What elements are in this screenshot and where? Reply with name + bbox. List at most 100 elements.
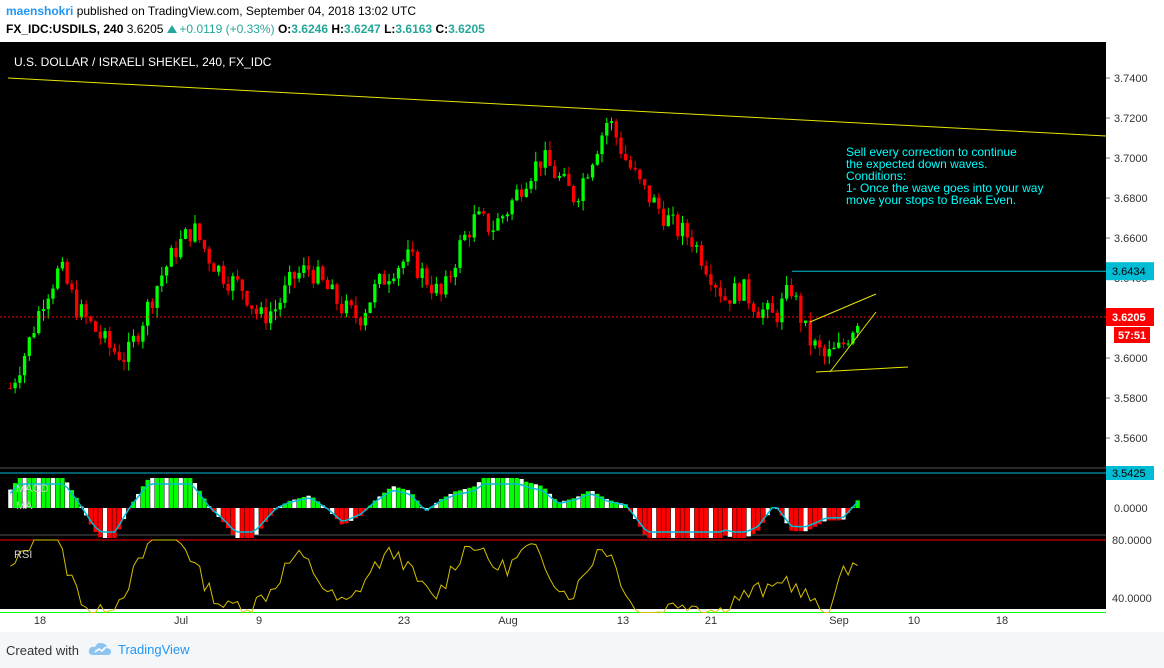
price-tick-label: 3.5800 xyxy=(1114,393,1148,405)
chart-title: U.S. DOLLAR / ISRAELI SHEKEL, 240, FX_ID… xyxy=(14,55,272,69)
candle-body xyxy=(108,331,112,348)
macd-bar xyxy=(841,508,846,520)
macd-bar xyxy=(836,508,841,521)
macd-bar xyxy=(178,478,183,508)
last-price-label: 3.6205 xyxy=(1112,312,1146,324)
annotation-text: Sell every correction to continue the ex… xyxy=(846,145,1043,207)
tradingview-link[interactable]: TradingView xyxy=(88,641,190,657)
macd-bar xyxy=(855,500,860,508)
price-tick-label: 3.7200 xyxy=(1114,113,1148,125)
published-text: published on TradingView.com, September … xyxy=(73,4,417,18)
candle-body xyxy=(93,321,98,332)
price-tick-label: 3.5600 xyxy=(1114,433,1148,445)
macd-bar xyxy=(287,500,292,508)
candle-body xyxy=(22,355,27,376)
macd-bar xyxy=(505,478,510,508)
candle-body xyxy=(240,279,244,291)
macd-bar xyxy=(121,508,127,520)
candle-body xyxy=(837,342,841,348)
macd-bar xyxy=(661,508,666,538)
macd-bar xyxy=(651,508,657,538)
candle-body xyxy=(496,218,500,231)
candle-body xyxy=(283,285,287,303)
candle-body xyxy=(368,302,372,313)
candle-body xyxy=(761,309,765,318)
macd-bar xyxy=(760,508,766,523)
candle-body xyxy=(32,333,36,338)
candle-body xyxy=(690,237,694,247)
time-tick-label: 13 xyxy=(617,615,629,627)
candle-body xyxy=(358,317,363,326)
macd-bar xyxy=(216,508,221,517)
macd-bar xyxy=(846,508,851,514)
macd-bar xyxy=(685,508,690,538)
candle-body xyxy=(122,359,126,362)
macd-bar xyxy=(803,508,808,532)
candle-body xyxy=(472,214,476,238)
macd-bar xyxy=(173,478,179,508)
macd-bar xyxy=(268,508,273,516)
candle-body xyxy=(576,201,581,203)
candle-body xyxy=(685,222,689,238)
candle-body xyxy=(264,307,268,324)
macd-bar xyxy=(292,499,297,508)
macd-bar xyxy=(74,497,79,508)
candle-body xyxy=(633,167,637,170)
countdown-badge xyxy=(1114,327,1150,343)
macd-bar xyxy=(22,478,27,508)
low-value: 3.6163 xyxy=(395,22,433,36)
candle-body xyxy=(851,332,855,344)
macd-bar xyxy=(136,493,141,508)
candle-body xyxy=(406,249,410,262)
candle-body xyxy=(808,320,812,346)
macd-bar xyxy=(647,508,652,538)
candle-body xyxy=(855,325,860,333)
macd-bar xyxy=(694,508,699,538)
time-tick-label: 9 xyxy=(256,615,262,627)
macd-bar xyxy=(481,478,486,508)
macd-bar xyxy=(50,478,56,508)
macd-bar xyxy=(732,508,737,538)
candle-body xyxy=(543,150,547,168)
candle-body xyxy=(226,283,230,291)
macd-bar xyxy=(330,508,335,515)
macd-bar xyxy=(254,508,259,535)
macd-bar xyxy=(765,508,770,516)
author-link[interactable]: maenshokri xyxy=(6,4,74,18)
candle-body xyxy=(411,249,415,252)
macd-bar xyxy=(88,508,93,525)
candle-body xyxy=(605,122,609,136)
macd-bar xyxy=(599,496,605,508)
chart-canvas[interactable]: U.S. DOLLAR / ISRAELI SHEKEL, 240, FX_ID… xyxy=(0,42,1164,632)
price-tick-label: 3.6600 xyxy=(1114,233,1148,245)
candle-body xyxy=(354,305,358,318)
candle-body xyxy=(453,267,457,278)
macd-bar xyxy=(576,496,581,508)
macd-bar xyxy=(386,488,392,508)
candle-body xyxy=(628,160,633,168)
symbol-info: FX_IDC:USDILS, 240 3.6205 +0.0119 (+0.33%… xyxy=(6,22,485,36)
candle-body xyxy=(420,268,424,278)
macd-bar xyxy=(31,478,37,508)
candle-body xyxy=(316,266,320,284)
macd-bar xyxy=(415,500,420,508)
macd-bar xyxy=(27,478,32,508)
candle-body xyxy=(363,312,368,326)
candle-body xyxy=(27,337,31,356)
candle-body xyxy=(751,303,756,312)
price-tick-label: 3.6000 xyxy=(1114,353,1148,365)
candle-body xyxy=(382,273,386,285)
time-tick-label: Jul xyxy=(174,615,188,627)
macd-bar xyxy=(69,490,75,508)
macd-bar xyxy=(528,482,534,508)
candle-body xyxy=(756,311,760,318)
macd-bar xyxy=(727,508,732,537)
macd-bar xyxy=(240,508,245,538)
macd-bar xyxy=(259,508,264,529)
candle-body xyxy=(813,340,817,346)
macd-bar xyxy=(453,491,458,508)
macd-signal-line xyxy=(9,483,859,533)
macd-bar xyxy=(457,490,463,508)
candle-body xyxy=(818,340,822,348)
candle-body xyxy=(444,276,448,295)
